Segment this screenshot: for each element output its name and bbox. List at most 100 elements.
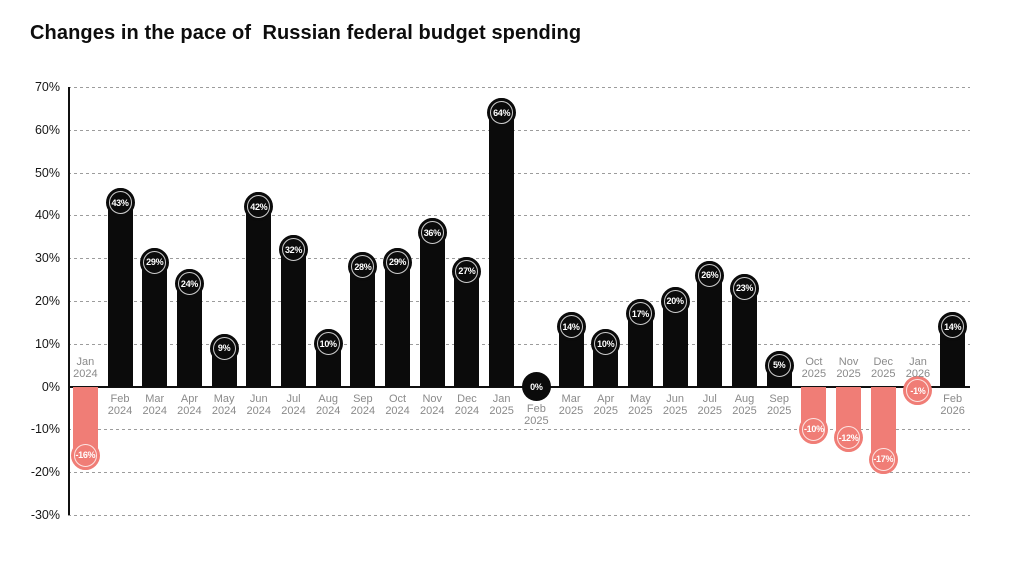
x-axis-label: Oct 2024	[385, 392, 410, 418]
bar-value-label: -10%	[803, 424, 824, 435]
bar-cap: 5%	[764, 350, 794, 380]
bar-value-badge: 29%	[386, 250, 410, 274]
bar-cap: 20%	[660, 286, 690, 316]
bar-value-label: 43%	[111, 197, 129, 208]
bar-value-label: 36%	[423, 227, 441, 238]
bar-value-label: 23%	[735, 283, 754, 294]
bar-value-badge: 10%	[594, 332, 618, 356]
x-axis-label: May 2024	[211, 392, 237, 418]
y-axis-tick-label: 0%	[41, 379, 60, 394]
bar-cap: 10%	[591, 329, 621, 359]
bar-cap: 9%	[209, 333, 239, 363]
x-axis-label: Jul 2024	[281, 392, 306, 418]
bar-value-label: -12%	[838, 432, 859, 443]
h-gridline	[68, 258, 970, 260]
x-axis-label: Mar 2025	[558, 392, 584, 418]
h-gridline	[68, 215, 970, 217]
bar-value-badge: 20%	[663, 289, 687, 313]
bar-cap: 10%	[313, 329, 343, 359]
x-axis-label: Nov 2025	[836, 355, 861, 381]
x-axis-label: Jan 2024	[73, 355, 98, 381]
y-axis-tick-label: 30%	[34, 251, 60, 266]
bar	[107, 188, 133, 387]
x-axis-label: Dec 2024	[454, 392, 480, 418]
x-axis-label: Jan 2026	[905, 355, 931, 381]
bar-value-label: 17%	[631, 308, 649, 319]
x-axis-label: Jun 2025	[662, 392, 688, 418]
bar-value-badge: 14%	[941, 315, 965, 339]
y-axis-tick-label: -20%	[30, 465, 60, 480]
bar-value-label: 64%	[493, 107, 511, 118]
y-axis-tick-label: 70%	[34, 80, 60, 94]
bar	[489, 98, 515, 387]
h-gridline	[68, 515, 970, 516]
bar-value-badge: -17%	[871, 447, 895, 471]
bar-cap: -12%	[834, 423, 864, 453]
bar-cap: 17%	[625, 299, 655, 329]
y-axis-tick-label: 10%	[34, 336, 60, 351]
bar-value-label: 14%	[562, 321, 580, 332]
bar-value-label: 9%	[217, 343, 231, 354]
bar-cap: 29%	[383, 247, 413, 277]
bar-value-badge: 32%	[282, 238, 305, 262]
bar-cap: -10%	[799, 414, 829, 444]
x-axis-label: Jan 2025	[489, 392, 514, 418]
y-axis-tick-label: -30%	[30, 508, 60, 522]
x-axis-label: Feb 2024	[107, 392, 133, 418]
bar-value-badge: 5%	[767, 353, 791, 377]
y-axis-line	[68, 87, 70, 515]
bar-value-badge: 29%	[143, 250, 167, 274]
x-axis-label: Jun 2024	[246, 392, 272, 418]
x-axis-label: Mar 2024	[142, 392, 167, 418]
x-axis-label: Oct 2025	[801, 355, 827, 381]
x-axis-label: Aug 2025	[732, 392, 757, 418]
bar-cap: 24%	[174, 269, 204, 299]
h-gridline	[68, 87, 970, 88]
bar-value-badge: -1%	[906, 379, 930, 403]
h-gridline	[68, 129, 970, 131]
bar-cap: 23%	[730, 273, 759, 303]
bar-value-label: 27%	[458, 266, 476, 277]
bar-cap: -16%	[70, 440, 100, 470]
x-axis-label: Jul 2025	[697, 392, 723, 418]
bar-value-badge: 36%	[420, 221, 444, 245]
x-axis-label: Nov 2024	[420, 392, 445, 418]
bar-value-badge: 28%	[351, 255, 375, 279]
h-gridline	[68, 172, 970, 174]
bar-value-badge: 64%	[490, 101, 514, 125]
bar-value-label: 14%	[944, 321, 962, 332]
y-axis-tick-label: 50%	[34, 165, 60, 180]
h-gridline	[68, 343, 970, 345]
bar-value-badge: -12%	[837, 426, 861, 450]
bar-cap: 0%	[521, 372, 551, 402]
bar-value-badge: 14%	[559, 315, 583, 339]
x-axis-label: Feb 2026	[940, 392, 965, 418]
bar-cap: 64%	[487, 98, 517, 128]
bar-cap: 43%	[105, 188, 135, 218]
y-axis-tick-label: -10%	[30, 422, 60, 437]
bar-value-badge: 42%	[247, 195, 271, 219]
bar-cap: 36%	[417, 218, 447, 248]
bar-cap: 26%	[695, 260, 725, 290]
bar-value-label: 29%	[146, 257, 164, 268]
bar-value-label: -17%	[873, 454, 894, 465]
bar-cap: 42%	[244, 192, 274, 222]
bar-cap: 29%	[140, 247, 170, 277]
bar-cap: -1%	[903, 376, 933, 406]
bar-value-label: 29%	[389, 257, 407, 268]
bar-cap: 32%	[279, 235, 308, 265]
bar-value-badge: 23%	[733, 276, 756, 300]
bar-value-label: 24%	[180, 278, 198, 289]
bar-value-label: 28%	[354, 261, 372, 272]
bar-value-badge: -16%	[73, 443, 97, 467]
x-axis-label: May 2025	[628, 392, 653, 418]
bar	[246, 192, 272, 387]
bar-cap: 27%	[452, 256, 482, 286]
h-gridline	[68, 301, 970, 302]
y-axis-tick-label: 20%	[34, 294, 60, 308]
x-axis-label: Sep 2024	[350, 392, 376, 418]
bar-value-label: -16%	[75, 450, 96, 461]
x-axis-label: Feb 2025	[524, 402, 549, 428]
bar-value-badge: 43%	[108, 191, 132, 215]
bar-value-badge: 27%	[455, 259, 479, 283]
